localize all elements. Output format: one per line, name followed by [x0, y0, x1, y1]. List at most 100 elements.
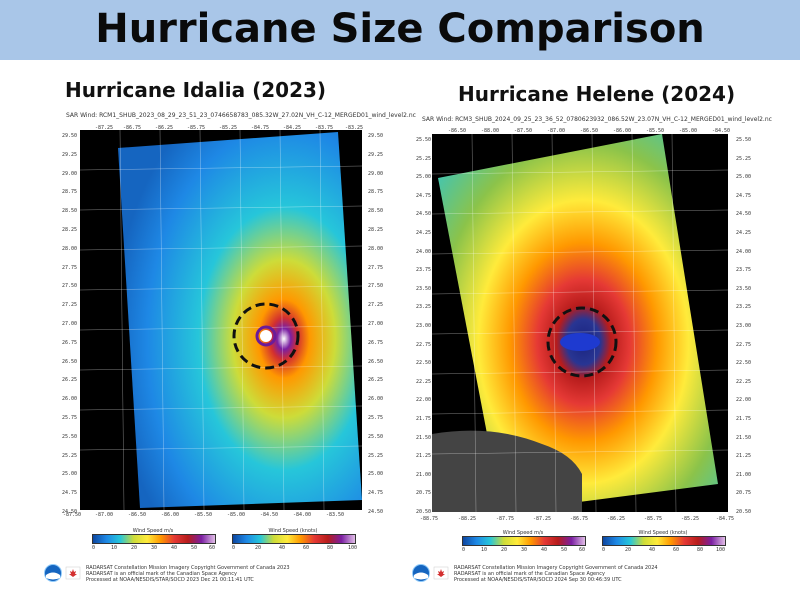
left-lat-tick: 27.75	[368, 264, 384, 271]
right-lat-tick: 23.75	[736, 267, 752, 274]
right-lat-tick: 25.50	[736, 137, 752, 143]
left-lat-tick: 25.00	[62, 471, 78, 478]
right-lat-tick: 22.75	[416, 341, 432, 348]
left-lat-tick: 28.50	[62, 208, 78, 215]
left-lat-tick: 26.00	[62, 396, 78, 403]
helene-heading: Hurricane Helene (2024)	[458, 82, 736, 106]
left-lat-tick: 25.25	[62, 452, 78, 459]
right-lat-tick: 22.50	[416, 360, 432, 367]
left-lat-tick: 25.75	[368, 415, 384, 421]
right-lat-tick: 20.50	[416, 509, 432, 515]
right-lat-tick: 21.00	[736, 471, 752, 478]
right-lat-tick: 20.50	[736, 509, 752, 515]
right-lat-tick: 23.00	[736, 323, 752, 329]
right-lat-tick: 22.25	[736, 378, 752, 385]
right-lat-tick: 25.25	[736, 155, 752, 162]
helene-size-circle	[546, 306, 618, 378]
left-lat-tick: 27.75	[62, 264, 78, 271]
left-lat-tick: 27.50	[62, 283, 78, 290]
left-lat-tick: 29.50	[62, 133, 78, 139]
idalia-wind-map	[80, 130, 362, 510]
page-title: Hurricane Size Comparison	[95, 6, 705, 52]
left-lat-tick: 25.50	[368, 433, 384, 440]
left-lat-tick: 27.25	[62, 302, 78, 309]
right-lat-tick: 21.50	[416, 434, 432, 441]
helene-sar-image	[432, 134, 728, 512]
left-lat-tick: 26.75	[368, 339, 384, 346]
right-lat-tick: 25.25	[416, 155, 432, 162]
right-lat-tick: 21.75	[416, 416, 432, 422]
right-lat-tick: 25.50	[416, 137, 432, 143]
left-lat-tick: 26.25	[368, 377, 384, 384]
left-lat-tick: 25.25	[368, 452, 384, 459]
left-lat-tick: 27.25	[368, 302, 384, 309]
helene-credit: RADARSAT Constellation Mission Imagery C…	[454, 565, 658, 583]
left-lat-tick: 29.00	[62, 170, 78, 177]
left-lat-tick: 27.00	[62, 321, 78, 327]
canada-flag-icon	[65, 566, 81, 580]
right-lat-tick: 24.00	[736, 248, 752, 255]
left-lat-tick: 24.75	[62, 490, 78, 497]
right-lat-tick: 23.00	[416, 323, 432, 329]
left-lat-tick: 28.00	[368, 245, 384, 252]
left-lat-tick: 26.75	[62, 339, 78, 346]
left-lat-tick: 29.50	[368, 133, 384, 139]
idalia-file-header: SAR Wind: RCM1_SHUB_2023_08_29_23_51_23_…	[66, 112, 416, 119]
left-lat-tick: 28.25	[368, 227, 384, 233]
right-lat-tick: 20.75	[736, 490, 752, 497]
left-lat-tick: 28.25	[62, 227, 78, 233]
right-lat-tick: 22.75	[736, 341, 752, 348]
right-lat-tick: 24.25	[416, 230, 432, 236]
idalia-heading: Hurricane Idalia (2023)	[65, 78, 327, 102]
canada-flag-icon	[433, 566, 449, 580]
right-lat-tick: 21.00	[416, 471, 432, 478]
right-lat-tick: 24.25	[736, 230, 752, 236]
right-lat-tick: 21.50	[736, 434, 752, 441]
right-lat-tick: 22.50	[736, 360, 752, 367]
right-lat-tick: 25.00	[416, 174, 432, 181]
left-lat-tick: 28.00	[62, 245, 78, 252]
idalia-sar-image	[80, 130, 362, 510]
right-lat-tick: 23.25	[736, 304, 752, 311]
right-lat-tick: 21.25	[416, 453, 432, 460]
right-lat-tick: 24.50	[736, 211, 752, 218]
helene-colorbar-ms	[462, 536, 586, 546]
left-lat-tick: 26.50	[368, 358, 384, 365]
right-lat-tick: 22.00	[736, 397, 752, 404]
right-lat-tick: 22.25	[416, 378, 432, 385]
idalia-colorbar-kt	[232, 534, 356, 544]
helene-file-header: SAR Wind: RCM3_SHUB_2024_09_25_23_36_52_…	[422, 116, 772, 123]
left-lat-tick: 27.50	[368, 283, 384, 290]
left-lat-tick: 24.50	[368, 509, 384, 515]
idalia-size-circle	[232, 302, 300, 370]
left-lat-tick: 28.75	[368, 189, 384, 196]
left-lat-tick: 25.50	[62, 433, 78, 440]
left-lat-tick: 25.00	[368, 471, 384, 478]
helene-wind-map	[432, 134, 728, 512]
title-banner	[0, 0, 800, 60]
left-lat-tick: 24.50	[62, 509, 78, 515]
right-lat-tick: 24.75	[416, 192, 432, 199]
right-lat-tick: 23.50	[736, 285, 752, 292]
idalia-colorbar-ms	[92, 534, 216, 544]
left-lat-tick: 29.00	[368, 170, 384, 177]
noaa-logo-icon	[44, 564, 62, 582]
left-lat-tick: 29.25	[368, 151, 384, 158]
right-lat-tick: 22.00	[416, 397, 432, 404]
right-lat-tick: 24.00	[416, 248, 432, 255]
left-lat-tick: 26.25	[62, 377, 78, 384]
right-lat-tick: 23.50	[416, 285, 432, 292]
left-lat-tick: 26.00	[368, 396, 384, 403]
right-lat-tick: 23.75	[416, 267, 432, 274]
right-lat-tick: 23.25	[416, 304, 432, 311]
left-lat-tick: 25.75	[62, 415, 78, 421]
left-lat-tick: 28.50	[368, 208, 384, 215]
helene-colorbar-kt	[602, 536, 726, 546]
left-lat-tick: 29.25	[62, 151, 78, 158]
left-lat-tick: 27.00	[368, 321, 384, 327]
left-lat-tick: 26.50	[62, 358, 78, 365]
noaa-logo-icon	[412, 564, 430, 582]
right-lat-tick: 20.75	[416, 490, 432, 497]
right-lat-tick: 21.25	[736, 453, 752, 460]
left-lat-tick: 28.75	[62, 189, 78, 196]
